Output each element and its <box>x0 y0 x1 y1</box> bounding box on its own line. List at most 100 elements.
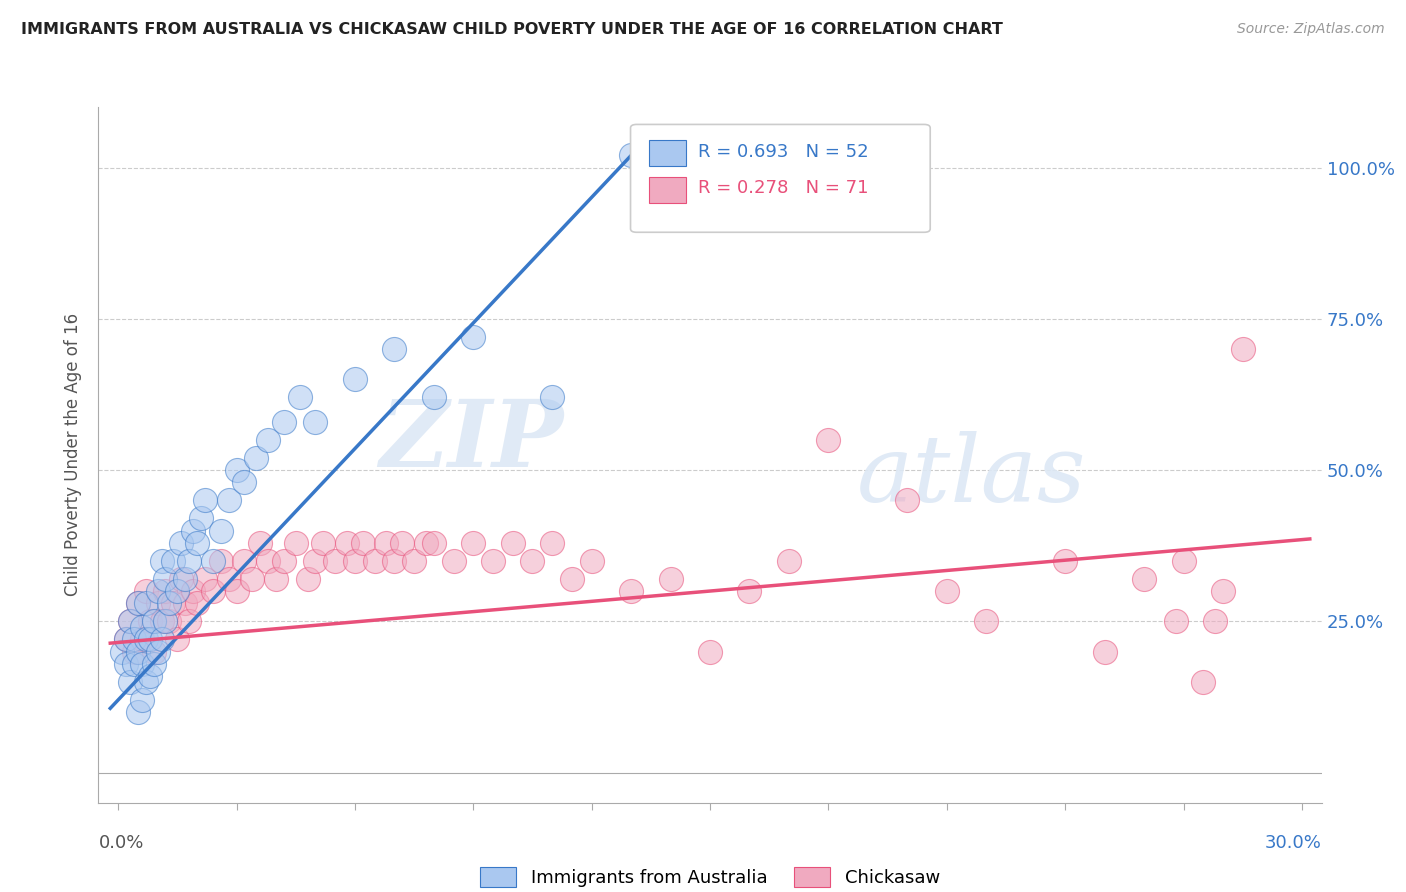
Point <box>1204 615 1226 629</box>
Point <box>463 535 485 549</box>
Point <box>159 615 181 629</box>
Text: 30.0%: 30.0% <box>1265 834 1322 852</box>
Point <box>179 554 201 568</box>
Point <box>122 657 145 671</box>
FancyBboxPatch shape <box>630 124 931 232</box>
Point <box>170 572 193 586</box>
Point <box>443 554 465 568</box>
Legend: Immigrants from Australia, Chickasaw: Immigrants from Australia, Chickasaw <box>472 859 948 892</box>
Point <box>127 596 149 610</box>
Point <box>463 330 485 344</box>
Point <box>225 463 247 477</box>
Point <box>738 584 761 599</box>
Point <box>581 554 603 568</box>
Point <box>150 554 173 568</box>
Point <box>288 391 311 405</box>
Point <box>155 584 177 599</box>
Point <box>323 554 346 568</box>
Point <box>127 644 149 658</box>
Point <box>382 554 405 568</box>
Point <box>138 632 160 647</box>
Point <box>194 572 217 586</box>
Point <box>312 535 335 549</box>
Point <box>375 535 398 549</box>
Text: Source: ZipAtlas.com: Source: ZipAtlas.com <box>1237 22 1385 37</box>
Point <box>415 535 437 549</box>
Point <box>135 674 157 689</box>
Point <box>391 535 413 549</box>
Point <box>135 584 157 599</box>
Point <box>122 632 145 647</box>
Point <box>166 584 188 599</box>
Point <box>138 615 160 629</box>
Point <box>118 615 141 629</box>
Point <box>155 615 177 629</box>
Point <box>118 615 141 629</box>
Point <box>201 554 224 568</box>
Text: R = 0.693   N = 52: R = 0.693 N = 52 <box>697 143 869 161</box>
Text: atlas: atlas <box>856 431 1087 521</box>
Point <box>284 535 307 549</box>
Point <box>127 705 149 719</box>
Point <box>304 415 326 429</box>
Point <box>131 632 153 647</box>
Point <box>273 415 295 429</box>
Point <box>115 657 138 671</box>
Point <box>170 535 193 549</box>
Point <box>135 596 157 610</box>
Point <box>352 535 374 549</box>
Point <box>699 644 721 658</box>
Point <box>240 572 263 586</box>
Point <box>186 596 208 610</box>
Point <box>201 584 224 599</box>
Text: 0.0%: 0.0% <box>98 834 143 852</box>
Point <box>174 596 197 610</box>
Point <box>297 572 319 586</box>
Point <box>423 391 446 405</box>
Point <box>111 644 134 658</box>
Point <box>382 342 405 356</box>
Point <box>150 615 173 629</box>
Point <box>131 693 153 707</box>
Point <box>179 615 201 629</box>
Point <box>209 524 232 538</box>
Point <box>336 535 359 549</box>
Point <box>423 535 446 549</box>
Point <box>974 615 997 629</box>
FancyBboxPatch shape <box>650 177 686 203</box>
Point <box>245 450 267 465</box>
Point <box>249 535 271 549</box>
Point <box>190 511 212 525</box>
Point <box>343 554 366 568</box>
Point <box>142 657 165 671</box>
Point <box>273 554 295 568</box>
Point <box>620 148 643 162</box>
Point <box>194 493 217 508</box>
Point <box>257 433 280 447</box>
Point <box>896 493 918 508</box>
Point <box>304 554 326 568</box>
Point <box>142 615 165 629</box>
Point <box>482 554 505 568</box>
Text: ZIP: ZIP <box>380 396 564 486</box>
Point <box>233 554 256 568</box>
Point <box>146 644 169 658</box>
Point <box>363 554 385 568</box>
Point <box>146 596 169 610</box>
Point <box>135 632 157 647</box>
Point <box>162 596 184 610</box>
Point <box>620 584 643 599</box>
Point <box>218 572 240 586</box>
Point <box>1212 584 1234 599</box>
Point <box>1164 615 1187 629</box>
Point <box>561 572 583 586</box>
Text: IMMIGRANTS FROM AUSTRALIA VS CHICKASAW CHILD POVERTY UNDER THE AGE OF 16 CORRELA: IMMIGRANTS FROM AUSTRALIA VS CHICKASAW C… <box>21 22 1002 37</box>
Point <box>166 632 188 647</box>
Point <box>155 572 177 586</box>
Point <box>541 535 564 549</box>
Point <box>115 632 138 647</box>
Point <box>264 572 287 586</box>
Point <box>343 372 366 386</box>
Point <box>142 644 165 658</box>
Point <box>1054 554 1077 568</box>
